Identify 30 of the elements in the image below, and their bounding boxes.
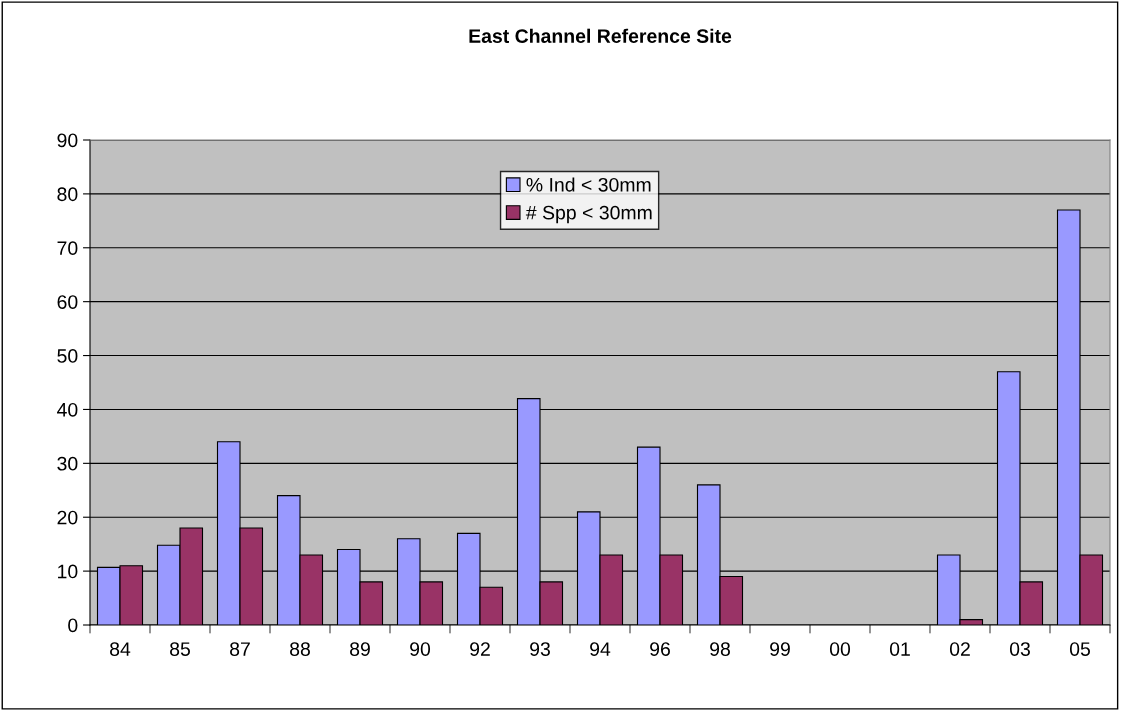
x-tick-label: 99	[770, 642, 790, 656]
x-tick-label: 05	[1069, 642, 1090, 656]
x-tick-label: 03	[1009, 642, 1030, 656]
x-tick-label: 94	[590, 642, 611, 656]
x-tick-label: 01	[889, 642, 910, 656]
y-tick-label: 80	[57, 187, 78, 202]
legend-label: % Ind < 30mm	[526, 177, 651, 192]
x-tick-label: 92	[470, 642, 490, 656]
y-tick-label: 20	[57, 510, 78, 525]
x-tick-label: 96	[650, 642, 670, 656]
x-tick-label: 02	[949, 642, 970, 656]
x-tick-label: 90	[410, 642, 431, 656]
x-tick-label: 98	[710, 642, 730, 656]
y-tick-label: 0	[68, 618, 78, 633]
y-tick-label: 30	[57, 456, 78, 471]
y-tick-label: 50	[57, 349, 78, 363]
y-tick-label: 40	[57, 402, 78, 417]
y-tick-label: 70	[57, 241, 78, 256]
x-tick-label: 88	[290, 642, 310, 656]
x-tick-label: 87	[230, 642, 250, 656]
y-tick-label: 10	[58, 564, 78, 579]
y-tick-label: 60	[57, 295, 78, 309]
x-tick-label: 84	[110, 642, 131, 656]
chart-title: East Channel Reference Site	[469, 28, 732, 43]
x-tick-label: 85	[170, 642, 190, 656]
x-tick-label: 00	[829, 642, 851, 656]
x-tick-label: 93	[530, 642, 550, 656]
x-tick-label: 89	[350, 642, 370, 656]
legend-label: # Spp < 30mm	[525, 205, 652, 224]
y-tick-label: 90	[57, 133, 78, 148]
